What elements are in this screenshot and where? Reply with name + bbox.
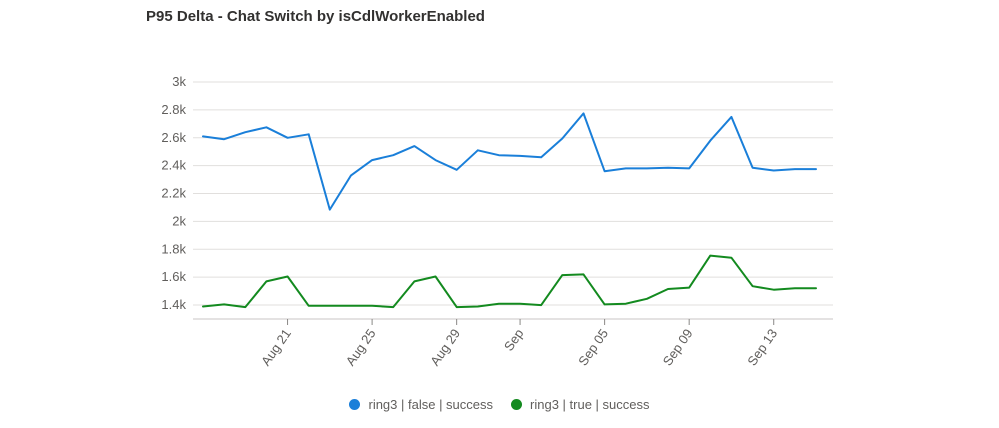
x-tick-label: Sep 09 <box>660 326 696 368</box>
y-tick-label: 2.4k <box>161 158 186 173</box>
chart-title: P95 Delta - Chat Switch by isCdlWorkerEn… <box>146 8 485 25</box>
y-tick-label: 2.6k <box>161 130 186 145</box>
x-tick-label: Sep 05 <box>575 326 611 368</box>
legend-label: ring3 | true | success <box>530 397 650 412</box>
x-tick-label: Aug 25 <box>343 326 379 368</box>
legend: ring3 | false | success ring3 | true | s… <box>0 397 999 412</box>
y-tick-label: 2.2k <box>161 186 186 201</box>
x-tick-label: Aug 29 <box>427 326 463 368</box>
legend-marker-icon <box>511 399 523 410</box>
legend-item-series-0[interactable]: ring3 | false | success <box>349 397 493 412</box>
x-tick-label: Aug 21 <box>258 326 294 368</box>
series-line-0 <box>202 112 817 211</box>
x-tick-label: Sep <box>501 326 527 354</box>
legend-item-series-1[interactable]: ring3 | true | success <box>511 397 650 412</box>
x-tick-label: Sep 13 <box>744 326 780 368</box>
y-tick-label: 1.6k <box>161 269 186 284</box>
series-line-1 <box>202 254 817 309</box>
y-tick-label: 1.4k <box>161 297 186 312</box>
y-tick-label: 3k <box>172 74 186 89</box>
y-tick-label: 2k <box>172 213 186 228</box>
legend-label: ring3 | false | success <box>368 397 494 412</box>
y-tick-label: 1.8k <box>161 241 186 256</box>
y-tick-label: 2.8k <box>161 102 186 117</box>
legend-marker-icon <box>349 399 361 410</box>
